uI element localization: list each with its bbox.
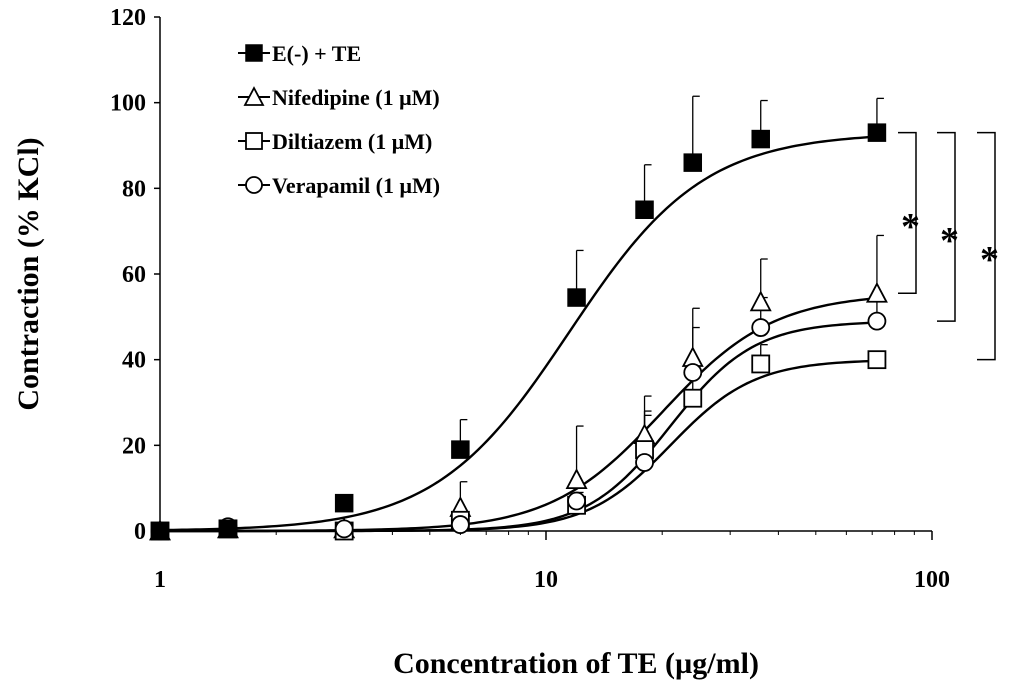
y-tick-label: 100	[110, 91, 146, 117]
data-point-circle-open	[334, 519, 354, 539]
data-point-square-filled	[451, 440, 470, 459]
data-point-square-filled	[567, 288, 586, 307]
significance-bracket	[898, 131, 917, 295]
data-point-circle-open	[567, 491, 586, 511]
y-tick-label: 120	[110, 5, 146, 31]
data-point-circle-open	[751, 318, 771, 337]
significance-star: *	[901, 206, 920, 248]
data-point-triangle-open	[243, 86, 265, 106]
significance-star: *	[940, 220, 959, 262]
data-point-circle-open	[450, 515, 470, 534]
y-tick-label: 0	[134, 519, 146, 545]
data-point-triangle-open	[565, 468, 588, 490]
y-tick-label: 80	[122, 176, 146, 202]
significance-star: *	[980, 239, 999, 281]
legend-label: Nifedipine (1 μM)	[272, 85, 440, 110]
x-tick-label: 100	[914, 567, 950, 593]
data-markers	[149, 123, 888, 541]
data-point-square-filled	[245, 44, 263, 62]
data-point-square-filled	[867, 123, 887, 142]
x-ticks: 1 10 100	[154, 531, 950, 593]
data-point-square-filled	[751, 129, 770, 149]
legend-label: E(-) + TE	[272, 41, 361, 66]
significance-brackets: * * *	[898, 131, 999, 361]
y-tick-label: 20	[122, 433, 146, 459]
fitted-curve	[160, 321, 877, 533]
data-point-circle-open	[635, 453, 654, 472]
legend: E(-) + TE Nifedipine (1 μM) Diltiazem (1 μ…	[238, 41, 440, 198]
data-point-square-open	[867, 350, 887, 370]
data-point-square-open	[683, 388, 703, 408]
x-tick-label: 10	[534, 567, 558, 593]
data-point-square-filled	[683, 153, 703, 172]
y-axis-title: Contraction (% KCl)	[12, 137, 45, 410]
y-ticks: 0 20 40 60 80 100 120	[110, 5, 160, 545]
data-point-square-open	[245, 132, 263, 150]
data-point-circle-open	[867, 311, 887, 331]
significance-bracket	[937, 131, 956, 322]
data-point-square-open	[751, 354, 771, 374]
fitted-curve	[159, 135, 878, 532]
x-axis-title: Concentration of TE (µg/ml)	[393, 647, 759, 680]
data-point-circle-open	[683, 363, 703, 382]
data-point-circle-open	[245, 176, 263, 194]
significance-bracket	[977, 131, 996, 361]
fitted-curves	[159, 135, 878, 533]
data-point-square-filled	[218, 519, 238, 539]
x-tick-label: 1	[154, 567, 166, 593]
y-tick-label: 40	[122, 348, 146, 374]
data-point-square-filled	[635, 200, 654, 219]
fitted-curve	[160, 297, 878, 533]
legend-label: Verapamil (1 μM)	[272, 173, 440, 198]
data-point-triangle-open	[865, 281, 888, 303]
data-point-triangle-open	[749, 290, 772, 312]
data-point-square-filled	[150, 521, 170, 541]
legend-label: Diltiazem (1 μM)	[272, 129, 432, 154]
y-tick-label: 60	[122, 262, 146, 288]
data-point-square-filled	[334, 493, 354, 513]
fitted-curve	[160, 359, 877, 533]
